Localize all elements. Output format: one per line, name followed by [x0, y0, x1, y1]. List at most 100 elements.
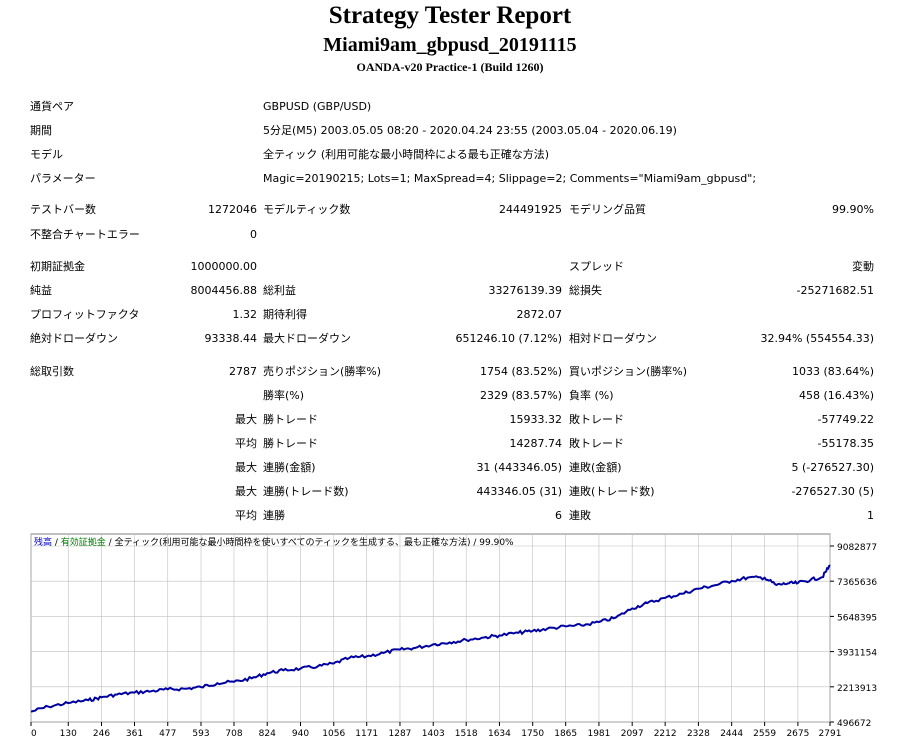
largest-label-3: 最大	[235, 485, 257, 498]
y-tick-label-2: 3931154	[837, 649, 877, 659]
largest-win-label: 勝トレード	[263, 413, 318, 426]
x-tick-label-15: 1750	[521, 729, 544, 739]
x-tick-label-5: 593	[192, 729, 209, 739]
bars-label: テストバー数	[30, 203, 96, 216]
avg-consec-win-value: 6	[555, 509, 562, 522]
x-tick-label-1: 130	[60, 729, 77, 739]
quality-value: 99.90%	[832, 203, 874, 216]
winrate-value: 2329 (83.57%)	[479, 389, 562, 402]
net-label: 純益	[30, 284, 52, 297]
rel-dd-value: 32.94% (554554.33)	[760, 332, 874, 345]
model-value: 全ティック (利用可能な最小時間枠による最も正確な方法)	[263, 148, 550, 161]
largest-loss-label: 敗トレード	[569, 413, 624, 426]
spread-value: 変動	[852, 260, 874, 273]
abs-dd-value: 93338.44	[204, 332, 258, 345]
gross-profit-value: 33276139.39	[488, 284, 562, 297]
largest-win-value: 15933.32	[509, 413, 563, 426]
ticks-label: モデルティック数	[263, 203, 351, 216]
bars-value: 1272046	[208, 203, 257, 216]
pf-value: 1.32	[232, 308, 258, 321]
y-tick-label-5: 9082877	[837, 543, 877, 553]
balance-chart: 496672 2213913 3931154 5648395 7365636 908287…	[0, 530, 900, 741]
long-label: 買いポジション(勝率%)	[569, 365, 688, 378]
x-tick-label-11: 1287	[389, 729, 412, 739]
legend-sep-3: /	[471, 538, 480, 548]
legend-balance: 残高	[34, 536, 52, 548]
max-dd-label: 最大ドローダウン	[263, 332, 351, 345]
x-tick-label-6: 708	[225, 729, 242, 739]
period-value: 5分足(M5) 2003.05.05 08:20 - 2020.04.24 23…	[263, 124, 677, 137]
lossrate-value: 458 (16.43%)	[798, 389, 874, 402]
x-tick-label-7: 824	[259, 729, 276, 739]
consec-win-count-label: 連勝(トレード数)	[263, 485, 349, 498]
balance-line	[30, 564, 831, 713]
lossrate-label: 負率 (%)	[569, 389, 614, 402]
x-tick-label-24: 2791	[819, 729, 842, 739]
y-tick-label-0: 496672	[837, 719, 871, 729]
spread-label: スプレッド	[569, 260, 624, 273]
max-dd-value: 651246.10 (7.12%)	[455, 332, 562, 345]
x-tick-label-4: 477	[159, 729, 176, 739]
largest-loss-value: -57749.22	[817, 413, 874, 426]
x-tick-label-17: 1981	[587, 729, 610, 739]
x-axis: 0 130 246 361 477 593 708 824 940 1056 1171 1287 140…	[30, 722, 842, 739]
x-tick-label-13: 1518	[455, 729, 478, 739]
mismatch-label: 不整合チャートエラー	[30, 228, 140, 241]
deposit-value: 1000000.00	[190, 260, 257, 273]
params-value: Magic=20190215; Lots=1; MaxSpread=4; Sli…	[263, 172, 757, 185]
legend-equity: 有効証拠金	[61, 536, 106, 548]
consec-loss-count-value: -276527.30 (5)	[791, 485, 874, 498]
x-tick-label-2: 246	[93, 729, 110, 739]
net-value: 8004456.88	[190, 284, 257, 297]
x-tick-label-14: 1634	[488, 729, 511, 739]
params-label: パラメーター	[30, 172, 96, 185]
legend-model: 全ティック(利用可能な最小時間枠を使いすべてのティックを生成する、最も正確な方法…	[115, 536, 471, 548]
y-tick-label-3: 5648395	[837, 613, 877, 623]
y-axis: 496672 2213913 3931154 5648395 7365636 908287…	[830, 543, 877, 729]
x-tick-label-8: 940	[292, 729, 309, 739]
short-value: 1754 (83.52%)	[479, 365, 562, 378]
gross-loss-value: -25271682.51	[796, 284, 874, 297]
x-tick-label-0: 0	[31, 729, 37, 739]
x-tick-label-10: 1171	[355, 729, 378, 739]
legend-sep-2: /	[106, 538, 115, 548]
balance-chart-svg: 496672 2213913 3931154 5648395 7365636 908287…	[30, 533, 877, 739]
ticks-value: 244491925	[499, 203, 562, 216]
expected-value: 2872.07	[516, 308, 563, 321]
x-tick-label-21: 2444	[720, 729, 743, 739]
period-label: 期間	[30, 124, 52, 137]
chart-legend: 残高 / 有効証拠金 / 全ティック(利用可能な最小時間枠を使いすべてのティック…	[34, 536, 514, 548]
expert-name: Miami9am_gbpusd_20191115	[323, 34, 577, 56]
x-tick-label-3: 361	[126, 729, 143, 739]
x-tick-label-18: 2097	[621, 729, 644, 739]
avg-consec-win-label: 連勝	[263, 509, 285, 522]
deposit-label: 初期証拠金	[30, 260, 85, 273]
symbol-label: 通貨ペア	[30, 100, 74, 113]
server-name: OANDA-v20 Practice-1 (Build 1260)	[356, 60, 544, 74]
avg-win-value: 14287.74	[509, 437, 563, 450]
consec-loss-money-label: 連敗(金額)	[569, 461, 622, 474]
avg-loss-label: 敗トレード	[569, 437, 624, 450]
rel-dd-label: 相対ドローダウン	[569, 332, 657, 345]
gross-profit-label: 総利益	[263, 284, 296, 297]
x-tick-label-22: 2559	[753, 729, 776, 739]
y-tick-label-1: 2213913	[837, 684, 877, 694]
x-tick-label-19: 2212	[654, 729, 677, 739]
trades-label: 総取引数	[30, 365, 74, 378]
short-label: 売りポジション(勝率%)	[263, 365, 382, 378]
avg-label: 平均	[235, 437, 257, 450]
avg-label-2: 平均	[235, 509, 257, 522]
grid-lines	[30, 534, 831, 723]
consec-win-money-value: 31 (443346.05)	[476, 461, 562, 474]
gross-loss-label: 総損失	[569, 284, 602, 297]
consec-loss-count-label: 連敗(トレード数)	[569, 485, 655, 498]
symbol-value: GBPUSD (GBP/USD)	[263, 100, 372, 113]
pf-label: プロフィットファクタ	[30, 308, 140, 321]
consec-win-count-value: 443346.05 (31)	[476, 485, 562, 498]
legend-quality: 99.90%	[479, 538, 514, 548]
report-title: Strategy Tester Report	[328, 2, 572, 29]
x-tick-label-16: 1865	[554, 729, 577, 739]
y-tick-label-4: 7365636	[837, 578, 877, 588]
x-tick-label-9: 1056	[322, 729, 345, 739]
model-label: モデル	[30, 148, 63, 161]
